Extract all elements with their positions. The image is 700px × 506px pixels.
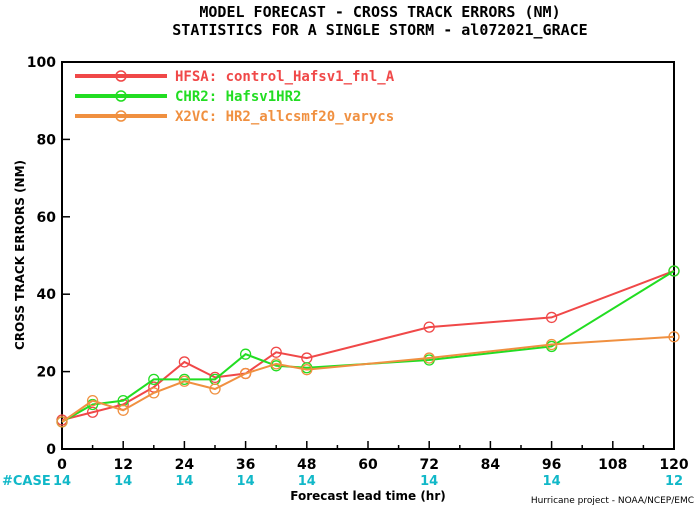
- x-tick-label: 24: [175, 457, 195, 473]
- data-point: [545, 338, 558, 351]
- y-axis: 0 20 40 60 80 100: [27, 55, 70, 458]
- legend-label: CHR2: Hafsv1HR2: [175, 89, 301, 105]
- y-tick-label: 80: [37, 132, 57, 148]
- x-tick-label: 36: [236, 457, 255, 473]
- data-point: [86, 406, 99, 418]
- data-point: [56, 416, 68, 428]
- data-point: [148, 373, 160, 385]
- case-count: 14: [237, 474, 255, 489]
- data-point: [148, 387, 160, 399]
- x-axis: 0 12 24 36 48 60 72 84 96 108 120: [57, 441, 689, 473]
- data-point: [301, 364, 313, 376]
- x-tick-label: 12: [113, 457, 132, 473]
- series-1: [56, 265, 680, 428]
- case-label: #CASE: [2, 474, 51, 489]
- legend-label: HFSA: control_Hafsv1_fnl_A: [175, 69, 395, 85]
- data-point: [270, 346, 282, 358]
- case-count: 12: [665, 474, 683, 489]
- case-counts: #CASE 14 14 14 14 14 14 14 12: [2, 474, 683, 489]
- y-tick-label: 60: [37, 210, 57, 226]
- data-point: [423, 321, 435, 333]
- x-tick-label: 96: [542, 457, 561, 473]
- legend-label: X2VC: HR2_allcsmf20_varycs: [175, 109, 394, 125]
- y-tick-label: 40: [37, 287, 57, 303]
- case-count: 14: [543, 474, 561, 489]
- legend-marker: [115, 90, 127, 102]
- x-tick-label: 84: [481, 457, 501, 473]
- y-tick-label: 100: [27, 55, 56, 71]
- x-tick-label: 0: [57, 457, 67, 473]
- series-0: [56, 265, 680, 426]
- chart-title: MODEL FORECAST - CROSS TRACK ERRORS (NM): [199, 3, 560, 21]
- x-tick-label: 48: [297, 457, 316, 473]
- data-point: [668, 265, 680, 277]
- data-point: [178, 375, 191, 387]
- case-count: 14: [53, 474, 71, 489]
- series-layer: [56, 265, 680, 428]
- credit-text: Hurricane project - NOAA/NCEP/EMC: [531, 496, 694, 506]
- data-point: [209, 383, 221, 395]
- y-tick-label: 0: [46, 442, 56, 458]
- x-tick-label: 60: [358, 457, 378, 473]
- x-tick-label: 120: [659, 457, 688, 473]
- x-tick-label: 72: [419, 457, 438, 473]
- data-point: [423, 352, 435, 364]
- data-point: [668, 331, 680, 343]
- data-point: [545, 311, 558, 324]
- case-count: 14: [298, 474, 316, 489]
- case-count: 14: [420, 474, 438, 489]
- data-point: [239, 367, 252, 380]
- legend-marker: [115, 110, 127, 122]
- data-point: [117, 404, 129, 416]
- x-axis-label: Forecast lead time (hr): [290, 489, 446, 503]
- case-count: 14: [114, 474, 132, 489]
- x-tick-label: 108: [598, 457, 627, 473]
- data-point: [178, 356, 191, 368]
- chart-subtitle: STATISTICS FOR A SINGLE STORM - al072021…: [172, 21, 587, 39]
- series-2: [56, 331, 680, 428]
- legend: HFSA: control_Hafsv1_fnl_A CHR2: Hafsv1HR…: [75, 69, 395, 125]
- case-count: 14: [175, 474, 193, 489]
- series-line: [61, 270, 675, 423]
- legend-marker: [115, 70, 127, 82]
- data-point: [270, 358, 282, 370]
- y-axis-label: CROSS TRACK ERRORS (NM): [13, 160, 27, 350]
- data-point: [239, 348, 252, 360]
- data-point: [86, 394, 99, 407]
- y-tick-label: 20: [37, 365, 57, 381]
